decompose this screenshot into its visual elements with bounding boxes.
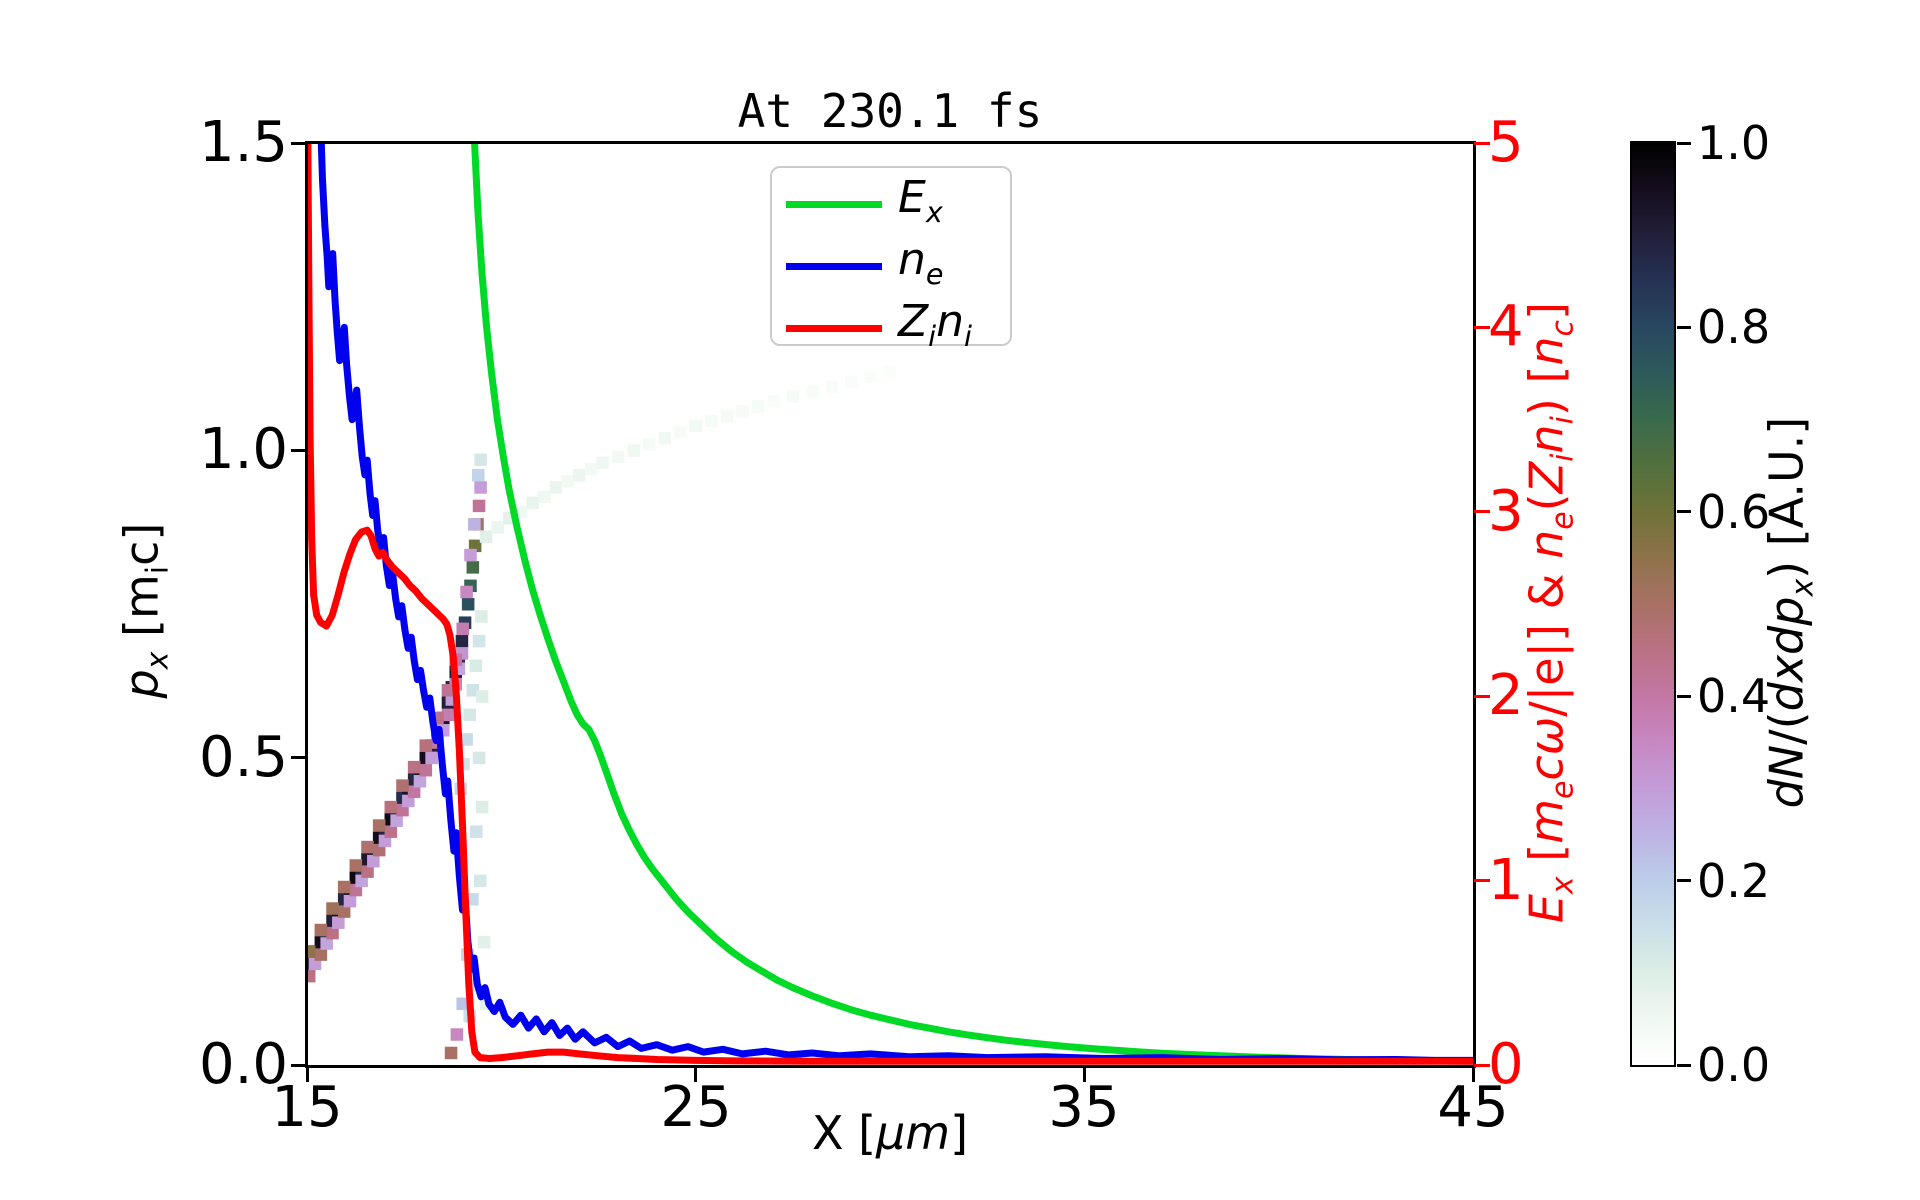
y-right-tick-label: 3 [1488,479,1524,544]
colorbar-tick-label: 0.0 [1697,1038,1771,1092]
colorbar-tickmark [1677,141,1691,145]
y-left-tickmark [291,1063,307,1067]
legend-label-zini: Zini [898,295,972,353]
x-tick-label: 35 [1048,1075,1120,1140]
x-tickmark [1082,1066,1086,1082]
y-left-tick-label: 1.5 [198,110,288,175]
curves [307,143,1473,1065]
y-right-tickmark [1474,879,1490,883]
legend-label-ex: Ex [898,172,943,229]
legend-item-ex: Ex [786,174,996,236]
legend-item-zini: Zini [786,295,996,360]
legend-label-ne: ne [898,233,944,291]
y-right-tickmark [1474,325,1490,329]
colorbar-axis-label: dN/(dxdpx) [A.U.] [1759,416,1821,809]
y-left-tickmark [291,756,307,760]
x-tickmark [694,1066,698,1082]
legend-item-ne: ne [786,233,996,298]
y-left-tickmark [291,448,307,452]
phase-space-heatmap [307,365,897,1060]
y-right-tick-label: 2 [1488,663,1524,728]
plot-title: At 230.1 fs [737,84,1043,138]
colorbar-tickmark [1677,1063,1691,1067]
y-right-tick-label: 0 [1488,1032,1524,1097]
y-left-tick-label: 1.0 [198,417,288,482]
curve-zini [307,143,1473,1065]
legend-line-zini [786,324,882,332]
plot-border [305,141,1476,1068]
y-right-tickmark [1474,510,1490,514]
x-tick-label: 15 [271,1075,343,1140]
y-right-tickmark [1474,141,1490,145]
y-right-tick-label: 1 [1488,848,1524,913]
colorbar-tick-label: 0.4 [1697,669,1771,723]
legend-line-ex [786,201,882,209]
y-left-tick-label: 0.5 [198,725,288,790]
y-left-axis-label: px [mic] [114,522,176,699]
colorbar-tickmark [1677,694,1691,698]
x-tick-label: 45 [1437,1075,1509,1140]
legend-line-ne [786,263,882,271]
curve-ne [317,143,1473,1064]
colorbar-tickmark [1677,325,1691,329]
colorbar-tickmark [1677,510,1691,514]
y-right-tickmark [1474,694,1490,698]
colorbar-tick-label: 1.0 [1697,116,1771,170]
x-tickmark [1471,1066,1475,1082]
y-left-tickmark [291,141,307,145]
y-left-tick-label: 0.0 [198,1032,288,1097]
y-right-tickmark [1474,1063,1490,1067]
colorbar-tick-label: 0.6 [1697,485,1771,539]
colorbar [1630,141,1676,1067]
x-tick-label: 25 [660,1075,732,1140]
legend: Ex ne Zini [770,166,1012,352]
colorbar-tick-label: 0.2 [1697,854,1771,908]
y-right-tick-label: 4 [1488,294,1524,359]
x-tickmark [305,1066,309,1082]
y-right-axis-label: Ex [mecω/|e|] & ne(Zini) [nc] [1519,302,1581,924]
x-axis-label: X [μm] [811,1106,969,1160]
colorbar-tickmark [1677,879,1691,883]
colorbar-tick-label: 0.8 [1697,300,1771,354]
y-right-tick-label: 5 [1488,110,1524,175]
